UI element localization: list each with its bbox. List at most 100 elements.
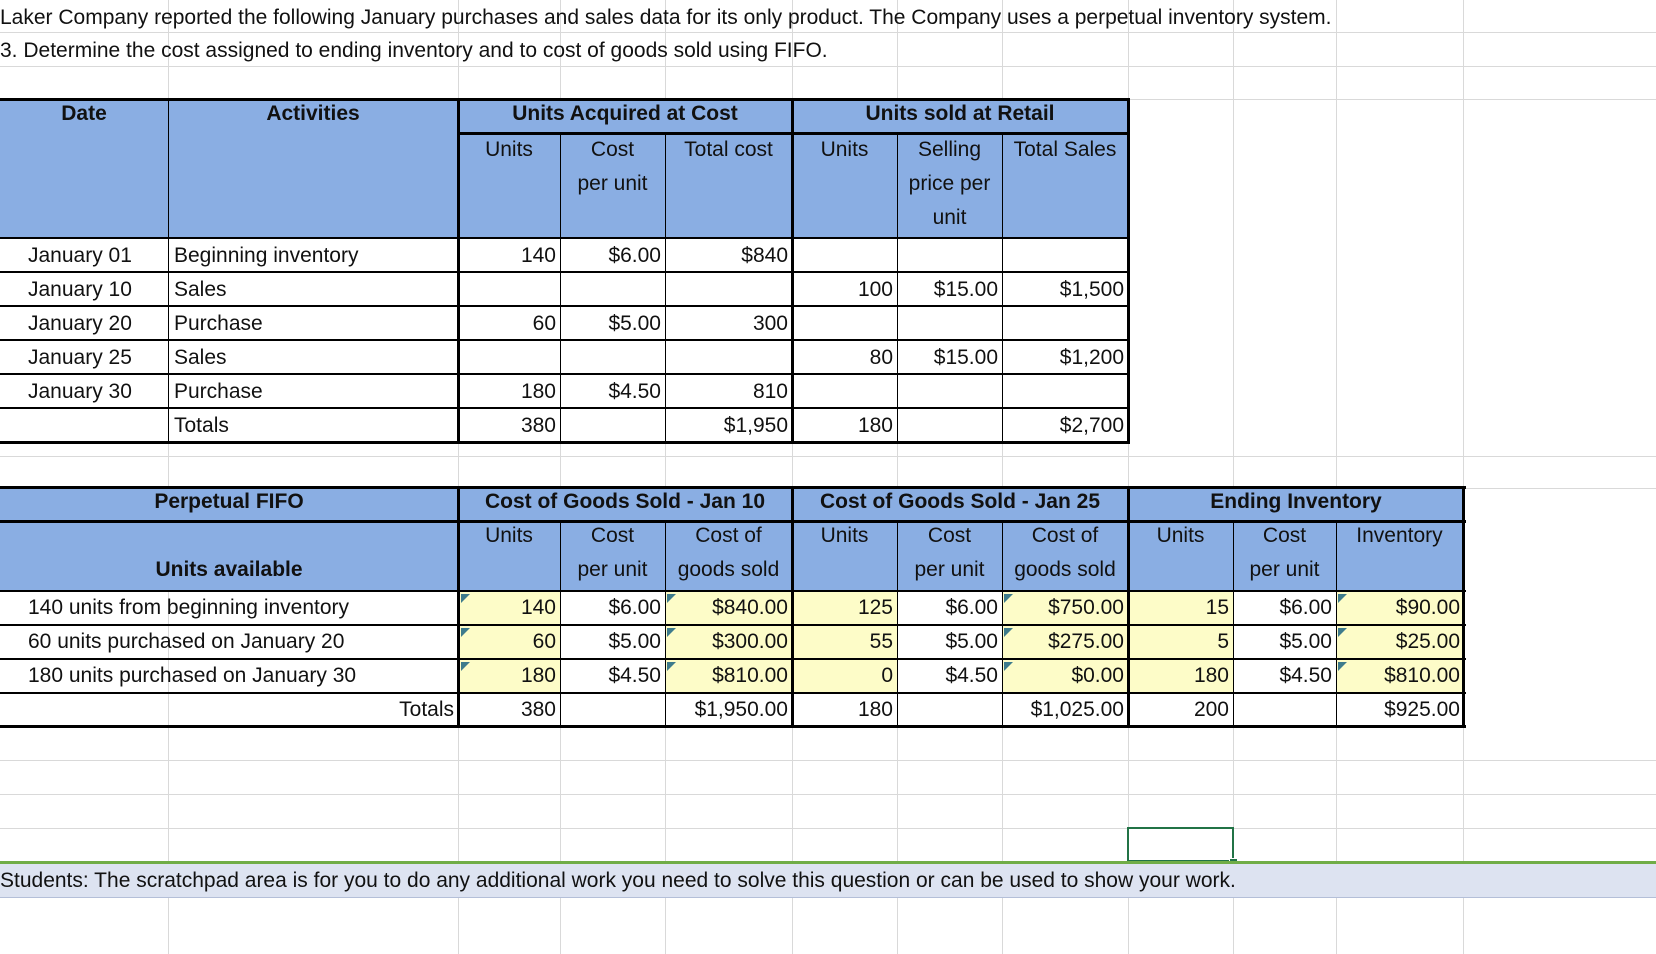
question-line-2: 3. Determine the cost assigned to ending… xyxy=(0,39,828,62)
cost-col-header-l1: Cost xyxy=(1262,524,1307,547)
cost-cell[interactable]: $4.50 xyxy=(608,380,661,403)
cogs-col-header-l2: goods sold xyxy=(1014,558,1116,581)
jan10-cost-cell[interactable]: $4.50 xyxy=(608,664,661,687)
ending-units-cell[interactable]: 5 xyxy=(1217,630,1229,653)
date-cell[interactable]: January 20 xyxy=(28,312,132,335)
total-sales-col-header: Total Sales xyxy=(1013,138,1117,161)
ending-inventory-cell[interactable]: $25.00 xyxy=(1395,630,1460,653)
jan10-cogs-cell[interactable]: $810.00 xyxy=(712,664,788,687)
ending-inventory-cell[interactable]: $810.00 xyxy=(1384,664,1460,687)
scratchpad-band xyxy=(0,864,1656,898)
units-available-header: Units available xyxy=(155,558,303,581)
sold-units-cell[interactable]: 80 xyxy=(869,346,893,369)
total-sales-total-cell[interactable]: $2,700 xyxy=(1059,414,1124,437)
jan25-units-cell[interactable]: 125 xyxy=(857,596,893,619)
activity-cell[interactable]: Beginning inventory xyxy=(174,244,359,267)
ending-cost-cell[interactable]: $5.00 xyxy=(1279,630,1332,653)
activity-cell[interactable]: Sales xyxy=(174,346,227,369)
selling-price-header-l2: price per xyxy=(908,172,991,195)
jan10-units-cell[interactable]: 140 xyxy=(520,596,556,619)
jan10-total-units-cell[interactable]: 380 xyxy=(520,698,556,721)
jan25-units-cell[interactable]: 55 xyxy=(869,630,893,653)
date-cell[interactable]: January 30 xyxy=(28,380,132,403)
units-col-header: Units xyxy=(1156,524,1205,547)
activities-header: Activities xyxy=(266,102,360,125)
sold-units-col-header: Units xyxy=(820,138,869,161)
cost-cell[interactable]: $5.00 xyxy=(608,312,661,335)
totals-label[interactable]: Totals xyxy=(174,414,229,437)
units-available-label[interactable]: 140 units from beginning inventory xyxy=(28,596,350,619)
selling-price-header-l3: unit xyxy=(932,206,967,229)
jan10-cogs-cell[interactable]: $840.00 xyxy=(712,596,788,619)
jan10-units-cell[interactable]: 60 xyxy=(532,630,556,653)
jan25-cost-cell[interactable]: $4.50 xyxy=(945,664,998,687)
units-acquired-header: Units Acquired at Cost xyxy=(512,102,738,125)
question-line-1: Laker Company reported the following Jan… xyxy=(0,6,1332,29)
total-cost-cell[interactable]: 810 xyxy=(752,380,788,403)
total-sold-units-cell[interactable]: 180 xyxy=(857,414,893,437)
activity-cell[interactable]: Purchase xyxy=(174,380,263,403)
activity-cell[interactable]: Purchase xyxy=(174,312,263,335)
total-cost-total-cell[interactable]: $1,950 xyxy=(723,414,788,437)
ending-units-cell[interactable]: 180 xyxy=(1193,664,1229,687)
selling-price-cell[interactable]: $15.00 xyxy=(933,278,998,301)
jan25-cost-cell[interactable]: $6.00 xyxy=(945,596,998,619)
cost-col-header-l1: Cost xyxy=(927,524,972,547)
cogs-jan10-header: Cost of Goods Sold - Jan 10 xyxy=(484,490,766,513)
units-col-header: Units xyxy=(485,524,533,547)
inventory-col-header: Inventory xyxy=(1356,524,1443,547)
cogs-col-header-l1: Cost of xyxy=(1031,524,1099,547)
jan25-total-cogs-cell[interactable]: $1,025.00 xyxy=(1030,698,1124,721)
ending-cost-cell[interactable]: $4.50 xyxy=(1279,664,1332,687)
total-cost-cell[interactable]: 300 xyxy=(752,312,788,335)
jan25-total-units-cell[interactable]: 180 xyxy=(857,698,893,721)
cogs-col-header-l1: Cost of xyxy=(695,524,762,547)
cost-col-header-l1: Cost xyxy=(590,524,635,547)
ending-units-cell[interactable]: 15 xyxy=(1205,596,1229,619)
scratchpad-divider xyxy=(0,861,1656,864)
cost-col-header-l2: per unit xyxy=(1249,558,1320,581)
date-cell[interactable]: January 10 xyxy=(28,278,132,301)
jan10-cost-cell[interactable]: $6.00 xyxy=(608,596,661,619)
ending-total-inventory-cell[interactable]: $925.00 xyxy=(1384,698,1460,721)
ending-total-units-cell[interactable]: 200 xyxy=(1193,698,1229,721)
jan10-cogs-cell[interactable]: $300.00 xyxy=(712,630,788,653)
table1-header-band xyxy=(0,100,1128,237)
totals-label[interactable]: Totals xyxy=(399,698,454,721)
jan25-cogs-cell[interactable]: $0.00 xyxy=(1071,664,1124,687)
selling-price-header-l1: Selling xyxy=(917,138,982,161)
jan10-total-cogs-cell[interactable]: $1,950.00 xyxy=(694,698,788,721)
selected-cell[interactable] xyxy=(1127,827,1234,862)
cogs-jan25-header: Cost of Goods Sold - Jan 25 xyxy=(819,490,1101,513)
cost-col-header-l1: Cost xyxy=(590,138,635,161)
units-cell[interactable]: 140 xyxy=(520,244,556,267)
ending-cost-cell[interactable]: $6.00 xyxy=(1279,596,1332,619)
units-cell[interactable]: 60 xyxy=(532,312,556,335)
sold-units-cell[interactable]: 100 xyxy=(857,278,893,301)
activity-cell[interactable]: Sales xyxy=(174,278,227,301)
date-cell[interactable]: January 25 xyxy=(28,346,132,369)
jan25-cogs-cell[interactable]: $750.00 xyxy=(1048,596,1124,619)
date-cell[interactable]: January 01 xyxy=(28,244,132,267)
total-cost-col-header: Total cost xyxy=(684,138,773,161)
date-header: Date xyxy=(61,102,107,125)
total-sales-cell[interactable]: $1,200 xyxy=(1059,346,1124,369)
cost-col-header-l2: per unit xyxy=(914,558,985,581)
cost-col-header-l2: per unit xyxy=(577,558,648,581)
units-cell[interactable]: 180 xyxy=(520,380,556,403)
units-sold-header: Units sold at Retail xyxy=(865,102,1055,125)
units-available-label[interactable]: 180 units purchased on January 30 xyxy=(28,664,357,687)
selling-price-cell[interactable]: $15.00 xyxy=(933,346,998,369)
jan25-units-cell[interactable]: 0 xyxy=(881,664,893,687)
ending-inventory-cell[interactable]: $90.00 xyxy=(1395,596,1460,619)
jan10-units-cell[interactable]: 180 xyxy=(520,664,556,687)
jan10-cost-cell[interactable]: $5.00 xyxy=(608,630,661,653)
total-cost-cell[interactable]: $840 xyxy=(741,244,788,267)
table2-header-band xyxy=(0,488,1464,591)
jan25-cost-cell[interactable]: $5.00 xyxy=(945,630,998,653)
cost-cell[interactable]: $6.00 xyxy=(608,244,661,267)
units-available-label[interactable]: 60 units purchased on January 20 xyxy=(28,630,345,653)
total-sales-cell[interactable]: $1,500 xyxy=(1059,278,1124,301)
total-units-cell[interactable]: 380 xyxy=(520,414,556,437)
jan25-cogs-cell[interactable]: $275.00 xyxy=(1048,630,1124,653)
